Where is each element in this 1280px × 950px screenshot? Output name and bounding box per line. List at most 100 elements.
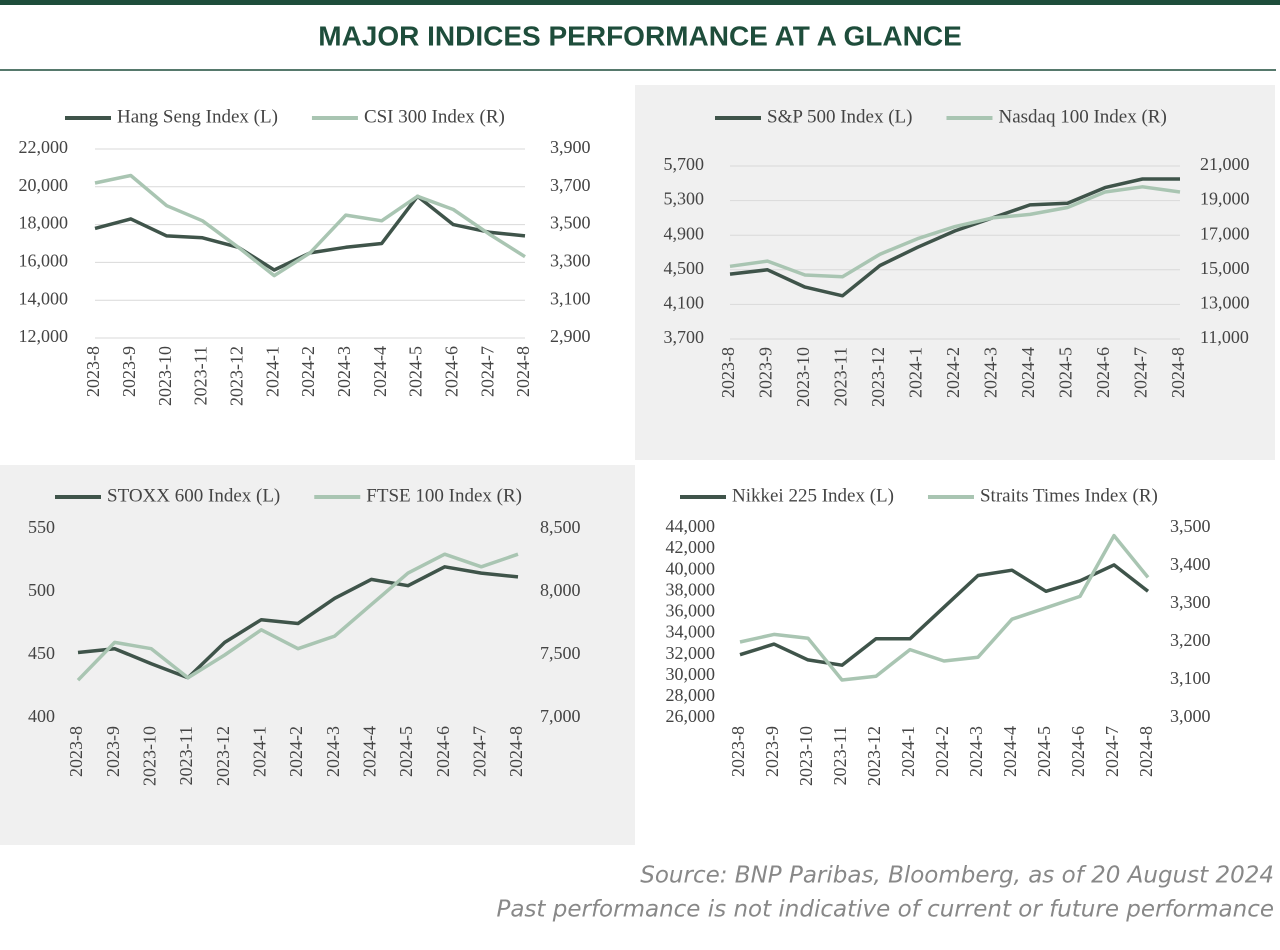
page-title: MAJOR INDICES PERFORMANCE AT A GLANCE bbox=[318, 20, 962, 51]
legend-label: S&P 500 Index (L) bbox=[767, 106, 912, 127]
x-tick-label: 2023-9 bbox=[119, 346, 139, 397]
x-tick-label: 2024-4 bbox=[1018, 347, 1038, 398]
disclaimer: Past performance is not indicative of cu… bbox=[496, 897, 1274, 923]
y-tick-label: 5,700 bbox=[664, 154, 705, 174]
y2-tick-label: 8,000 bbox=[540, 580, 581, 600]
y-tick-label: 28,000 bbox=[666, 685, 716, 705]
x-tick-label: 2024-3 bbox=[966, 726, 986, 777]
series-line bbox=[94, 194, 526, 272]
x-tick-label: 2023-9 bbox=[103, 726, 123, 777]
x-tick-label: 2024-6 bbox=[441, 346, 461, 397]
x-tick-label: 2024-4 bbox=[1000, 726, 1020, 777]
x-tick-label: 2024-6 bbox=[1068, 726, 1088, 777]
y2-tick-label: 3,300 bbox=[1170, 592, 1211, 612]
series-line bbox=[76, 552, 519, 682]
x-tick-label: 2024-7 bbox=[1102, 726, 1122, 777]
y2-tick-label: 7,000 bbox=[540, 706, 581, 726]
y2-tick-label: 3,700 bbox=[550, 175, 591, 195]
y-tick-label: 20,000 bbox=[19, 175, 69, 195]
x-tick-label: 2023-11 bbox=[831, 347, 851, 406]
x-tick-label: 2024-2 bbox=[286, 726, 306, 777]
y-tick-label: 3,700 bbox=[664, 327, 705, 347]
legend-label: Hang Seng Index (L) bbox=[117, 106, 278, 127]
y2-tick-label: 15,000 bbox=[1200, 258, 1250, 278]
x-tick-label: 2023-8 bbox=[83, 346, 103, 397]
x-tick-label: 2023-8 bbox=[66, 726, 86, 777]
x-tick-label: 2024-8 bbox=[506, 726, 526, 777]
y-tick-label: 450 bbox=[28, 643, 55, 663]
series-line bbox=[94, 173, 526, 278]
y-tick-label: 4,100 bbox=[664, 293, 705, 313]
y-tick-label: 16,000 bbox=[19, 251, 69, 271]
y2-tick-label: 3,900 bbox=[550, 137, 591, 157]
series-line bbox=[729, 177, 1180, 298]
y2-tick-label: 3,500 bbox=[1170, 516, 1211, 536]
y-tick-label: 14,000 bbox=[19, 288, 69, 308]
legend-label: FTSE 100 Index (R) bbox=[366, 485, 522, 506]
y2-tick-label: 3,500 bbox=[550, 213, 591, 233]
x-tick-label: 2024-6 bbox=[433, 726, 453, 777]
x-tick-label: 2024-7 bbox=[1131, 347, 1151, 398]
y2-tick-label: 11,000 bbox=[1200, 327, 1249, 347]
y-tick-label: 22,000 bbox=[19, 137, 69, 157]
x-tick-label: 2023-11 bbox=[176, 726, 196, 785]
y-tick-label: 32,000 bbox=[666, 643, 716, 663]
x-tick-label: 2023-12 bbox=[213, 726, 233, 786]
y2-tick-label: 8,500 bbox=[540, 517, 581, 537]
x-tick-label: 2024-3 bbox=[334, 346, 354, 397]
series-line bbox=[739, 533, 1150, 682]
x-tick-label: 2024-7 bbox=[477, 346, 497, 397]
y-tick-label: 400 bbox=[28, 706, 55, 726]
x-tick-label: 2024-4 bbox=[359, 726, 379, 777]
x-tick-label: 2024-8 bbox=[1168, 347, 1188, 398]
x-tick-label: 2024-5 bbox=[396, 726, 416, 777]
x-tick-label: 2024-7 bbox=[469, 726, 489, 777]
y2-tick-label: 3,000 bbox=[1170, 706, 1211, 726]
legend-label: CSI 300 Index (R) bbox=[364, 106, 505, 127]
x-tick-label: 2023-10 bbox=[155, 346, 175, 406]
y-tick-label: 4,500 bbox=[664, 258, 705, 278]
x-tick-label: 2023-10 bbox=[139, 726, 159, 786]
y-tick-label: 42,000 bbox=[666, 537, 716, 557]
x-tick-label: 2023-9 bbox=[762, 726, 782, 777]
y-tick-label: 5,300 bbox=[664, 189, 705, 209]
y2-tick-label: 17,000 bbox=[1200, 223, 1250, 243]
y2-tick-label: 3,100 bbox=[1170, 668, 1211, 688]
y2-tick-label: 21,000 bbox=[1200, 154, 1250, 174]
x-tick-label: 2024-3 bbox=[323, 726, 343, 777]
x-tick-label: 2024-8 bbox=[1136, 726, 1156, 777]
y2-tick-label: 2,900 bbox=[550, 326, 591, 346]
x-tick-label: 2024-2 bbox=[298, 346, 318, 397]
y2-tick-label: 13,000 bbox=[1200, 293, 1250, 313]
x-tick-label: 2024-2 bbox=[932, 726, 952, 777]
y-tick-label: 500 bbox=[28, 580, 55, 600]
top-bar bbox=[0, 0, 1280, 5]
y-tick-label: 4,900 bbox=[664, 223, 705, 243]
y-tick-label: 44,000 bbox=[666, 516, 716, 536]
legend-label: Nikkei 225 Index (L) bbox=[732, 485, 894, 506]
x-tick-label: 2024-4 bbox=[370, 346, 390, 397]
x-tick-label: 2024-1 bbox=[262, 346, 282, 397]
y-tick-label: 12,000 bbox=[19, 326, 69, 346]
x-tick-label: 2023-12 bbox=[868, 347, 888, 407]
x-tick-label: 2023-11 bbox=[191, 346, 211, 405]
y2-tick-label: 3,300 bbox=[550, 251, 591, 271]
x-tick-label: 2024-5 bbox=[1034, 726, 1054, 777]
x-tick-label: 2024-5 bbox=[1056, 347, 1076, 398]
x-tick-label: 2024-1 bbox=[906, 347, 926, 398]
legend-label: Straits Times Index (R) bbox=[980, 485, 1158, 506]
y-tick-label: 34,000 bbox=[666, 622, 716, 642]
y-tick-label: 30,000 bbox=[666, 664, 716, 684]
y2-tick-label: 3,200 bbox=[1170, 630, 1211, 650]
x-tick-label: 2023-11 bbox=[830, 726, 850, 785]
x-tick-label: 2024-1 bbox=[249, 726, 269, 777]
x-tick-label: 2024-3 bbox=[981, 347, 1001, 398]
y-tick-label: 550 bbox=[28, 517, 55, 537]
y2-tick-label: 19,000 bbox=[1200, 189, 1250, 209]
legend-label: Nasdaq 100 Index (R) bbox=[998, 106, 1166, 127]
x-tick-label: 2023-12 bbox=[864, 726, 884, 786]
x-tick-label: 2024-1 bbox=[898, 726, 918, 777]
y-tick-label: 26,000 bbox=[666, 706, 716, 726]
